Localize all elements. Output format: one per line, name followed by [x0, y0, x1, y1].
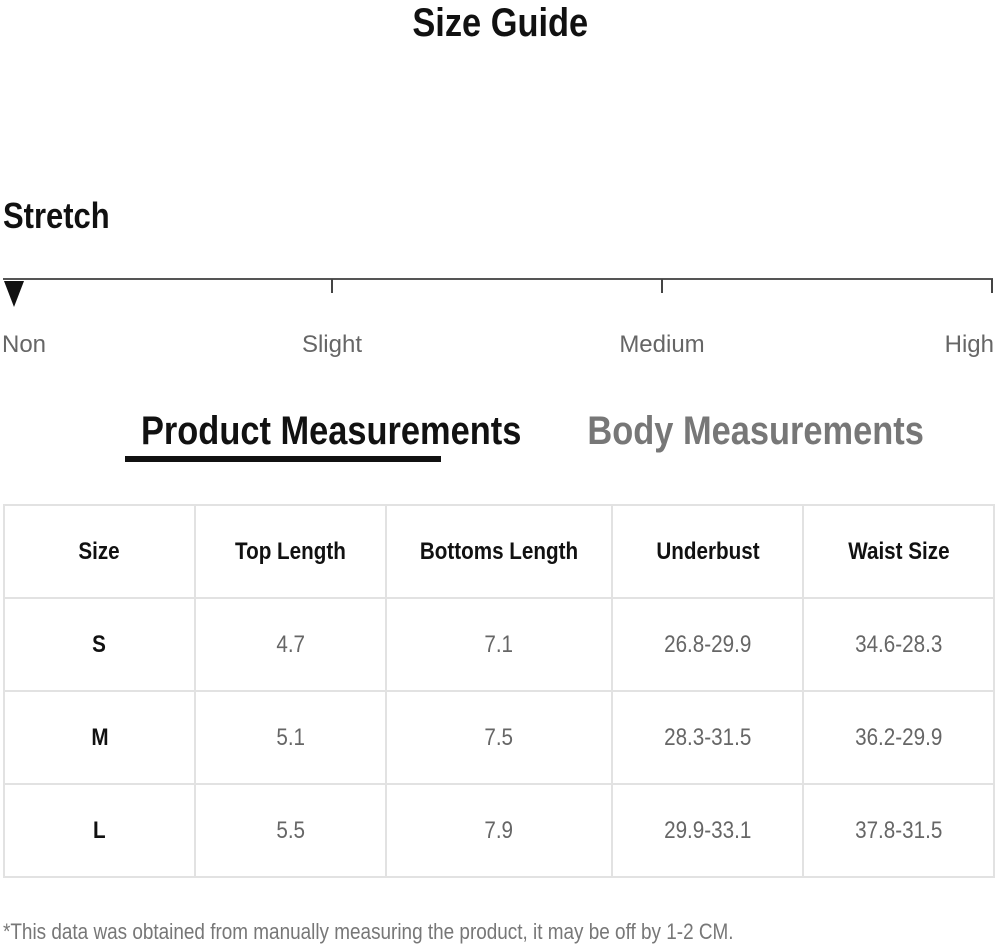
cell-underbust: 26.8-29.9 [611, 597, 804, 692]
cell-underbust: 29.9-33.1 [611, 783, 804, 878]
tab-body-measurements[interactable]: Body Measurements [587, 409, 924, 453]
active-tab-underline [125, 456, 441, 462]
cell-size: S [3, 597, 196, 692]
table-row: M 5.1 7.5 28.3-31.5 36.2-29.9 [3, 690, 995, 785]
header-underbust: Underbust [611, 504, 804, 599]
scale-tick-medium [661, 279, 663, 293]
table-row: L 5.5 7.9 29.9-33.1 37.8-31.5 [3, 783, 995, 878]
header-top-length: Top Length [194, 504, 387, 599]
table-row: S 4.7 7.1 26.8-29.9 34.6-28.3 [3, 597, 995, 692]
cell-waist-size: 36.2-29.9 [802, 690, 995, 785]
cell-top-length: 5.5 [194, 783, 387, 878]
stretch-level-high: High [944, 331, 994, 358]
stretch-marker-icon [4, 281, 24, 307]
table-header-row: Size Top Length Bottoms Length Underbust… [3, 504, 995, 599]
stretch-level-non: Non [2, 331, 47, 358]
size-table: Size Top Length Bottoms Length Underbust… [3, 504, 995, 878]
cell-size: L [3, 783, 196, 878]
footnote: *This data was obtained from manually me… [3, 919, 734, 944]
cell-size: M [3, 690, 196, 785]
cell-top-length: 5.1 [194, 690, 387, 785]
stretch-scale-line [3, 278, 993, 280]
page-title: Size Guide [412, 1, 588, 45]
cell-waist-size: 37.8-31.5 [802, 783, 995, 878]
header-bottoms-length: Bottoms Length [385, 504, 613, 599]
cell-bottoms-length: 7.9 [385, 783, 613, 878]
header-waist-size: Waist Size [802, 504, 995, 599]
tab-product-measurements[interactable]: Product Measurements [140, 409, 522, 453]
cell-bottoms-length: 7.1 [385, 597, 613, 692]
cell-underbust: 28.3-31.5 [611, 690, 804, 785]
cell-top-length: 4.7 [194, 597, 387, 692]
stretch-level-medium: Medium [619, 331, 705, 358]
scale-tick-slight [331, 279, 333, 293]
stretch-heading: Stretch [3, 195, 110, 236]
cell-bottoms-length: 7.5 [385, 690, 613, 785]
cell-waist-size: 34.6-28.3 [802, 597, 995, 692]
header-size: Size [3, 504, 196, 599]
scale-tick-high [991, 279, 993, 293]
stretch-level-slight: Slight [301, 331, 363, 358]
